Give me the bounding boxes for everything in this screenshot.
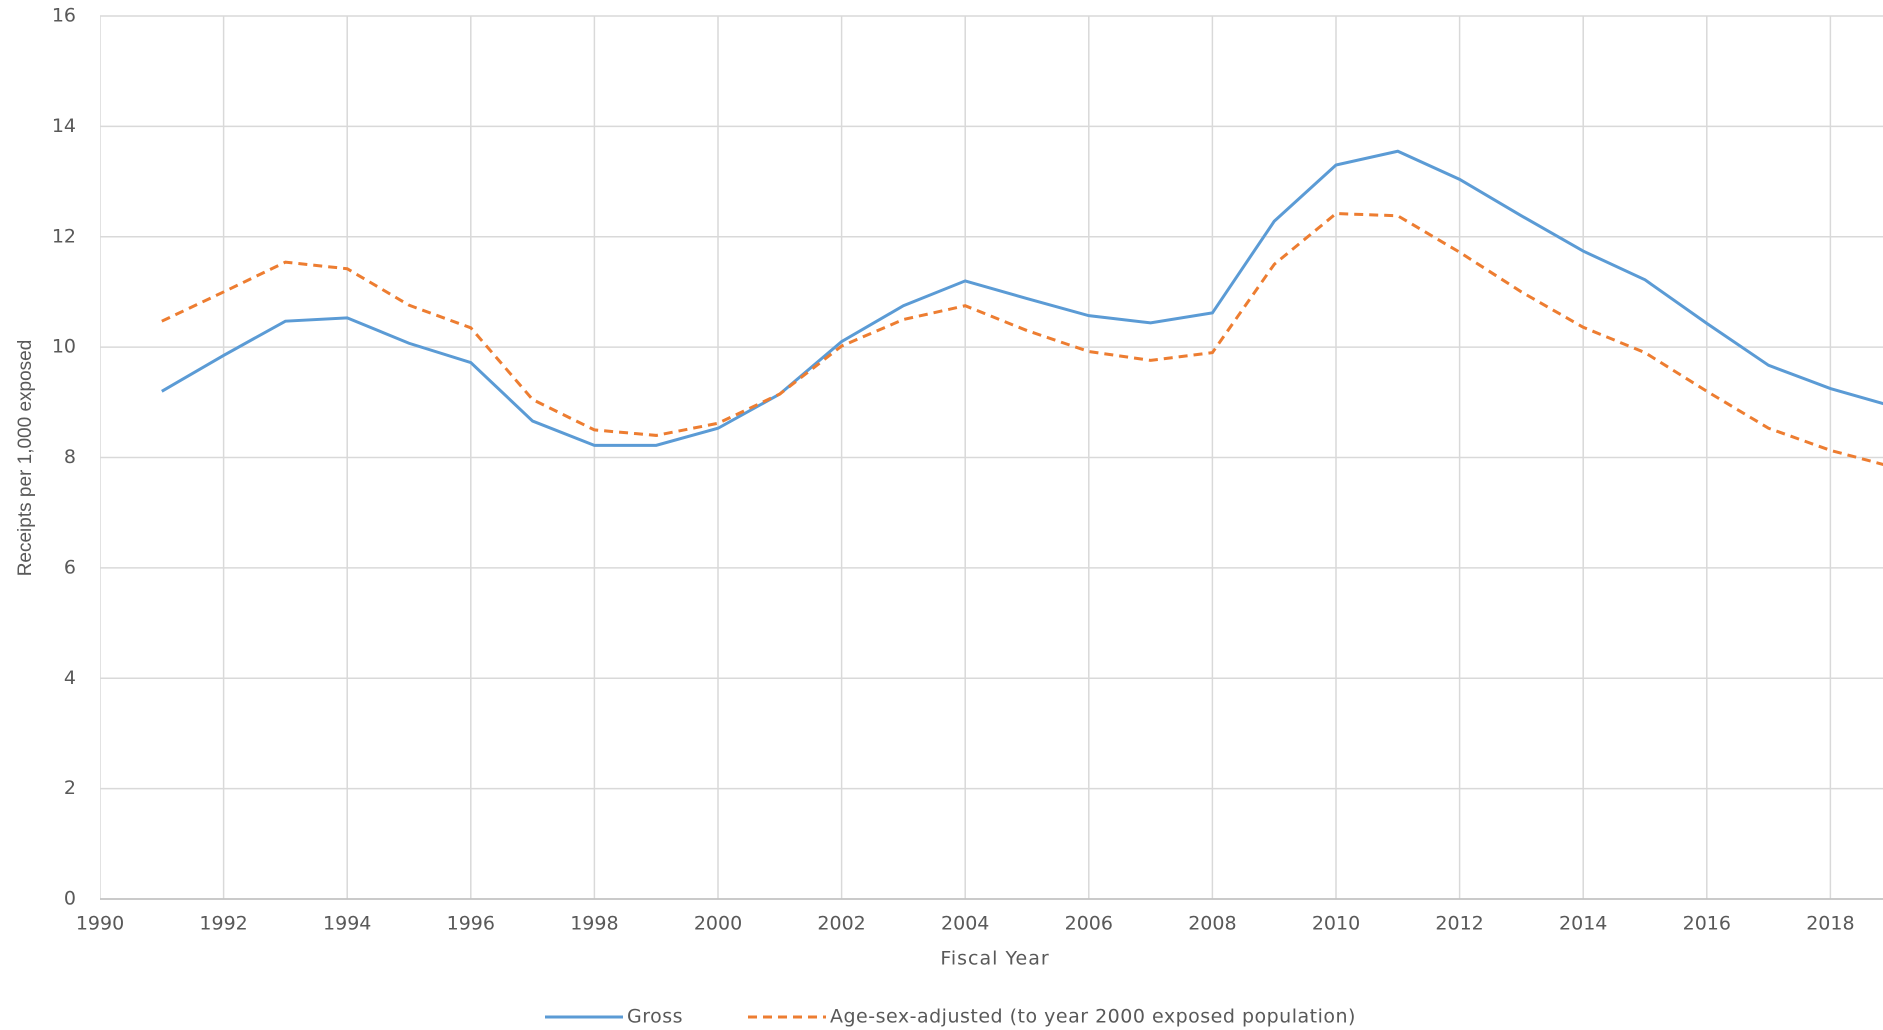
- x-tick-label: 2012: [1435, 913, 1483, 935]
- x-tick-label: 2016: [1683, 913, 1731, 935]
- y-tick-label: 8: [64, 446, 76, 468]
- y-tick-label: 14: [52, 115, 76, 137]
- series-line: [161, 212, 1883, 466]
- y-tick-label: 0: [64, 888, 76, 910]
- x-tick-label: 2018: [1806, 913, 1854, 935]
- series-line: [161, 149, 1883, 447]
- x-tick-label: 2000: [694, 913, 742, 935]
- y-tick-label: 6: [64, 556, 76, 578]
- x-axis-label: Fiscal Year: [940, 948, 1049, 970]
- y-tick-label: 10: [52, 336, 76, 358]
- plot-area: [100, 15, 1883, 900]
- y-tick-label: 4: [64, 667, 76, 689]
- x-tick-label: 1996: [447, 913, 495, 935]
- y-axis-label: Receipts per 1,000 exposed: [15, 340, 36, 577]
- x-tick-label: 2004: [941, 913, 989, 935]
- x-tick-label: 1994: [323, 913, 371, 935]
- legend-label: Age-sex-adjusted (to year 2000 exposed p…: [830, 1006, 1356, 1028]
- x-tick-label: 2014: [1559, 913, 1607, 935]
- x-tick-label: 2008: [1188, 913, 1236, 935]
- x-tick-label: 1992: [199, 913, 247, 935]
- x-tick-label: 1998: [570, 913, 618, 935]
- y-tick-label: 16: [52, 5, 76, 27]
- y-tick-label: 2: [64, 777, 76, 799]
- x-tick-label: 1990: [76, 913, 124, 935]
- x-tick-label: 2010: [1312, 913, 1360, 935]
- y-tick-label: 12: [52, 225, 76, 247]
- x-tick-label: 2006: [1065, 913, 1113, 935]
- x-tick-label: 2002: [817, 913, 865, 935]
- legend-label: Gross: [627, 1006, 683, 1028]
